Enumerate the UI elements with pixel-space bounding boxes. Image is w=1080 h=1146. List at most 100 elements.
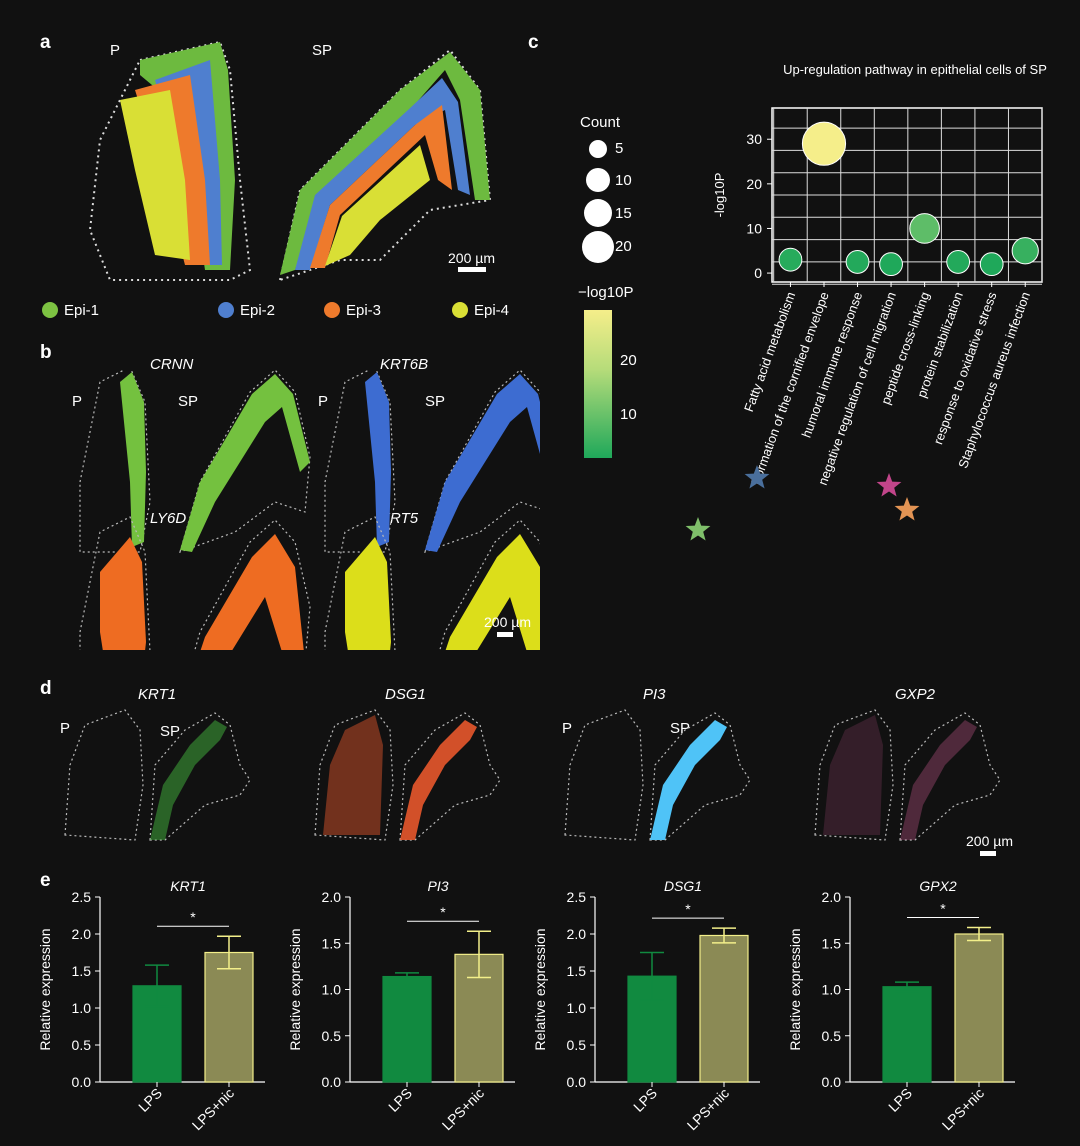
bubble-7 — [979, 252, 1004, 277]
panel-a-sp-label: SP — [312, 42, 333, 59]
sp-expression — [150, 720, 227, 840]
sp-expression — [200, 534, 304, 650]
y-tick-label: 10 — [746, 220, 762, 236]
sp-expression — [445, 534, 540, 650]
count-legend-title: Count — [580, 114, 621, 131]
panel-b-p-label-2: P — [318, 393, 329, 410]
p-section-outline — [88, 40, 252, 281]
p-outline — [64, 709, 144, 841]
y-tick-label: 0.5 — [822, 1028, 842, 1044]
y-tick-label: 1.5 — [322, 935, 342, 951]
panel-letter-b: b — [40, 342, 52, 363]
sp-outline — [399, 712, 501, 841]
gene-label-krt1-d: KRT1 — [138, 686, 177, 703]
panel-b-sp-label: SP — [178, 393, 199, 410]
y-tick-label: 20 — [746, 176, 762, 192]
x-tick-label: LPS+nic — [684, 1085, 732, 1133]
tissue-pair-crnn — [79, 370, 311, 553]
y-axis-label: Relative expression — [37, 928, 53, 1050]
panel-b-scale-label: 200 µm — [484, 614, 531, 630]
panel-d-scale-label: 200 µm — [966, 833, 1013, 849]
star-marker-2 — [744, 465, 770, 489]
bubble-8 — [1011, 237, 1039, 265]
sp-expression — [400, 720, 477, 840]
y-tick-label: 0.5 — [567, 1037, 587, 1053]
tissue-pair-gxp2 — [814, 709, 1001, 841]
panel-b-scale-bar — [497, 632, 513, 637]
bar-lps-nic — [204, 951, 254, 1083]
tissue-pair-krt6b — [324, 370, 540, 553]
chart-title: PI3 — [427, 878, 448, 894]
tissue-pair-ly6d — [79, 516, 311, 650]
bar-lps — [382, 975, 432, 1083]
sp-expression — [425, 374, 540, 552]
panel-d-tissue-maps — [64, 709, 1001, 841]
panel-a-p-label: P — [110, 42, 121, 59]
bubble-4 — [879, 252, 903, 277]
panel-b-sp-label-2: SP — [425, 393, 446, 410]
p-expression — [823, 715, 883, 835]
x-tick-label: LPS — [630, 1085, 660, 1115]
legend-epi1-label: Epi-1 — [64, 302, 100, 319]
chart-title: KRT1 — [170, 878, 206, 894]
sp-epi3-layer — [310, 105, 452, 268]
legend-epi3-label: Epi-3 — [346, 302, 382, 319]
y-tick-label: 0.0 — [72, 1074, 92, 1090]
legend-epi4-dot — [452, 302, 468, 318]
tissue-pair-pi3 — [564, 709, 751, 841]
panel-e-bar-charts: KRT1 0.0 0.5 1.0 1.5 2.0 2.5 Relative expressio… — [37, 878, 1015, 1133]
p-outline — [564, 709, 644, 841]
gene-label-dsg1-d: DSG1 — [385, 686, 426, 703]
bubble-6 — [946, 250, 971, 274]
p-epi4-layer — [120, 90, 190, 260]
tissue-pair-dsg1 — [314, 709, 501, 841]
x-tick-label: LPS+nic — [939, 1085, 987, 1133]
legend-epi1-dot — [42, 302, 58, 318]
count-legend-circle-10 — [586, 168, 610, 192]
y-tick-label: 1.0 — [322, 982, 342, 998]
panel-d-sp-label: SP — [160, 723, 181, 740]
y-tick-label: 0.0 — [567, 1074, 587, 1090]
panel-b-p-label: P — [72, 393, 83, 410]
p-expression — [120, 372, 146, 547]
sp-expression — [650, 720, 727, 840]
p-expression — [345, 537, 391, 650]
panel-d-p-label-2: P — [562, 720, 573, 737]
colorbar-tick-20: 20 — [620, 352, 637, 369]
y-tick-label: 2.0 — [72, 926, 92, 942]
chart-title: DSG1 — [664, 878, 702, 894]
chart-title: GPX2 — [919, 878, 957, 894]
colorbar-tick-10: 10 — [620, 406, 637, 423]
panel-letter-d: d — [40, 678, 52, 699]
bar-chart-gpx2: GPX2 0.0 0.5 1.0 1.5 2.0 Relative expression LP… — [787, 878, 1015, 1133]
bar-chart-krt1: KRT1 0.0 0.5 1.0 1.5 2.0 2.5 Relative expressio… — [37, 878, 265, 1133]
star-marker-1 — [685, 517, 711, 541]
legend-epi2-dot — [218, 302, 234, 318]
star-marker-3 — [876, 473, 902, 497]
panel-d-scale-bar — [980, 851, 996, 856]
legend-epi2-label: Epi-2 — [240, 302, 276, 319]
count-legend-circle-5 — [589, 140, 607, 158]
panel-a-scale-bar — [458, 267, 486, 272]
count-legend-10: 10 — [615, 172, 632, 189]
x-tick-label: LPS+nic — [189, 1085, 237, 1133]
p-expression — [323, 715, 383, 835]
bar-lps — [882, 986, 932, 1083]
p-expression — [365, 372, 391, 547]
panel-letter-e: e — [40, 870, 51, 891]
panel-letter-a: a — [40, 32, 51, 53]
y-tick-label: 1.5 — [822, 935, 842, 951]
sp-outline — [649, 712, 751, 841]
y-tick-label: 1.5 — [72, 963, 92, 979]
y-tick-label: 1.0 — [567, 1000, 587, 1016]
count-legend-20: 20 — [615, 238, 632, 255]
panel-a-tissue-maps — [88, 40, 492, 282]
gene-label-crnn: CRNN — [150, 356, 194, 373]
x-tick-label: LPS — [385, 1085, 415, 1115]
y-tick-label: 2.0 — [567, 926, 587, 942]
bar-lps-nic — [954, 933, 1004, 1083]
count-legend-15: 15 — [615, 205, 632, 222]
x-tick-label: LPS+nic — [439, 1085, 487, 1133]
bar-lps-nic — [699, 934, 749, 1083]
y-axis-label: Relative expression — [532, 928, 548, 1050]
